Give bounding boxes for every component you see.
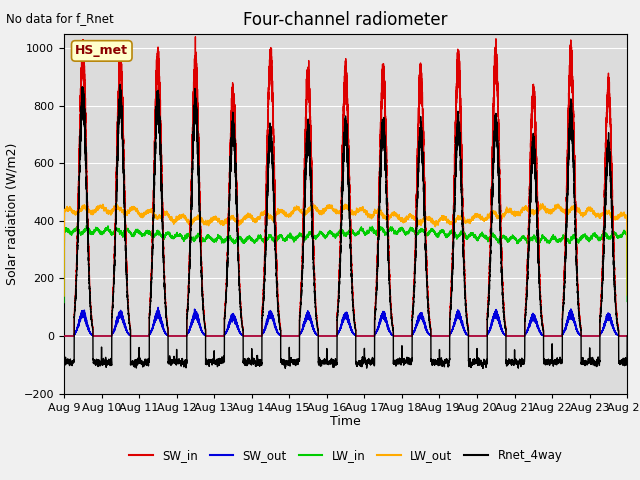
X-axis label: Time: Time: [330, 415, 361, 429]
Legend: SW_in, SW_out, LW_in, LW_out, Rnet_4way: SW_in, SW_out, LW_in, LW_out, Rnet_4way: [124, 444, 567, 467]
Text: HS_met: HS_met: [76, 44, 128, 58]
Text: No data for f_Rnet: No data for f_Rnet: [6, 12, 114, 25]
Title: Four-channel radiometer: Four-channel radiometer: [243, 11, 448, 29]
Y-axis label: Solar radiation (W/m2): Solar radiation (W/m2): [5, 143, 18, 285]
